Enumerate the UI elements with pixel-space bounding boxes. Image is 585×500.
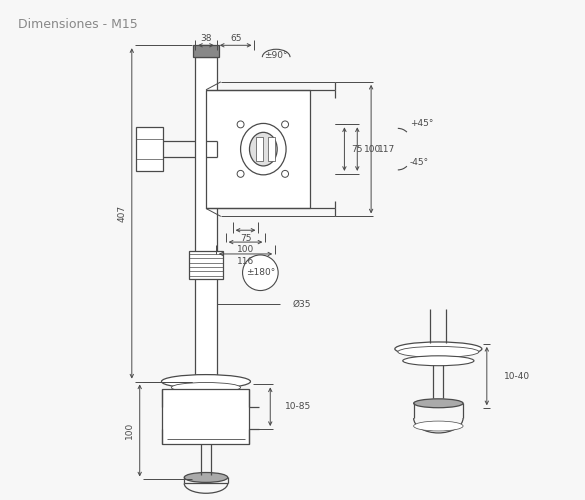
Bar — [195, 57, 217, 384]
Text: 100: 100 — [125, 422, 135, 439]
Bar — [136, 128, 163, 171]
Ellipse shape — [171, 382, 240, 392]
Circle shape — [281, 121, 288, 128]
Ellipse shape — [240, 124, 286, 175]
Bar — [189, 251, 223, 278]
Text: Dimensiones - M15: Dimensiones - M15 — [18, 18, 138, 30]
Text: 10-85: 10-85 — [285, 402, 311, 411]
Ellipse shape — [414, 421, 463, 431]
Circle shape — [237, 121, 244, 128]
Text: 75: 75 — [240, 234, 252, 242]
Bar — [193, 46, 219, 57]
Ellipse shape — [161, 374, 250, 388]
Circle shape — [243, 255, 278, 290]
Circle shape — [237, 170, 244, 177]
Text: Ø35: Ø35 — [293, 300, 311, 309]
Ellipse shape — [402, 356, 474, 366]
Bar — [256, 138, 263, 161]
Circle shape — [281, 170, 288, 177]
Text: 100: 100 — [364, 144, 381, 154]
Text: 38: 38 — [200, 34, 212, 43]
Ellipse shape — [398, 346, 479, 358]
Text: +45°: +45° — [410, 119, 433, 128]
Text: ±180°: ±180° — [246, 268, 275, 277]
Text: 407: 407 — [118, 205, 126, 222]
Text: -45°: -45° — [410, 158, 429, 168]
Text: 75: 75 — [352, 144, 363, 154]
Text: 117: 117 — [378, 144, 395, 154]
Text: 65: 65 — [230, 34, 242, 43]
Text: ±90°: ±90° — [264, 50, 288, 59]
Bar — [206, 90, 310, 208]
Bar — [269, 138, 275, 161]
Ellipse shape — [184, 472, 228, 482]
Ellipse shape — [414, 399, 463, 407]
Text: 116: 116 — [237, 258, 254, 266]
Ellipse shape — [249, 132, 277, 166]
Bar — [163, 390, 249, 444]
Text: 10-40: 10-40 — [504, 372, 530, 380]
Ellipse shape — [395, 342, 482, 356]
Text: 100: 100 — [237, 246, 254, 254]
Circle shape — [144, 144, 154, 154]
